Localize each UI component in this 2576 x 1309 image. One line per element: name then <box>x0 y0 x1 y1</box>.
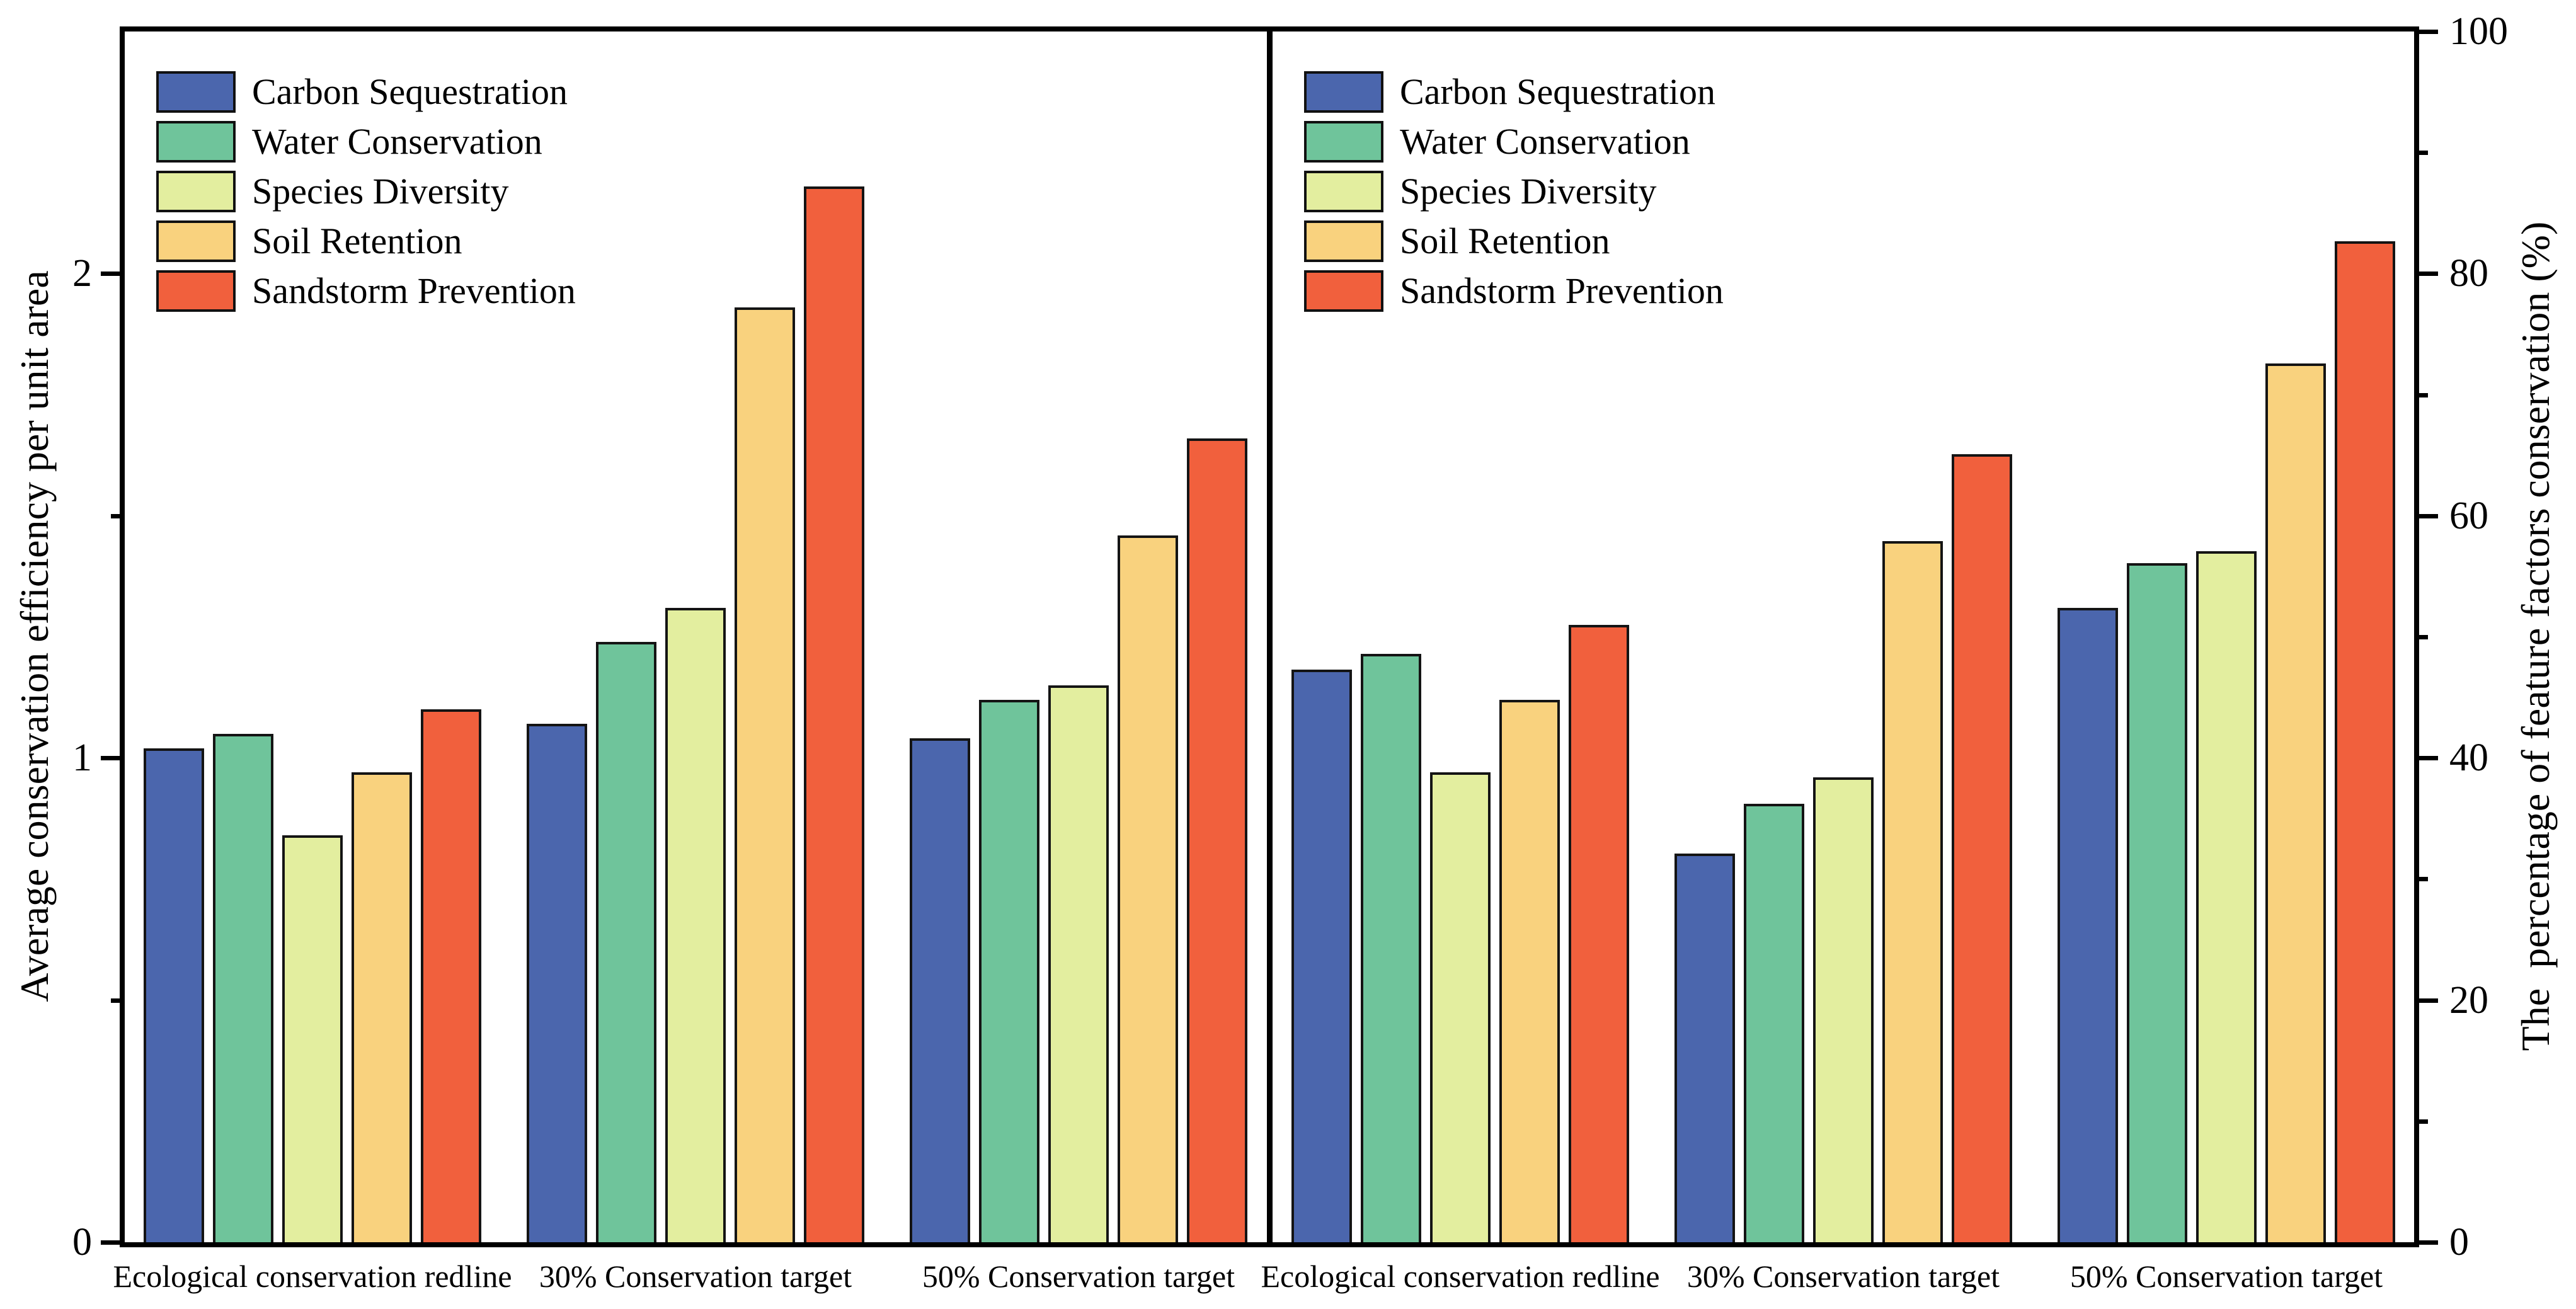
left-major-tick <box>101 756 125 761</box>
left-tick-label: 0 <box>72 1221 92 1264</box>
bar-right-sandstorm-prevention <box>2335 241 2395 1242</box>
bar-left-sandstorm-prevention <box>1187 438 1247 1242</box>
legend-label: Carbon Sequestration <box>252 71 568 112</box>
bar-left-water-conservation <box>979 699 1039 1242</box>
legend-item-carbon-sequestration: Carbon Sequestration <box>156 71 568 113</box>
left-tick-label: 2 <box>72 252 92 295</box>
bar-right-soil-retention <box>1499 699 1560 1242</box>
legend-item-water-conservation: Water Conservation <box>156 121 542 163</box>
left-y-axis-title: Average conservation efficiency per unit… <box>12 270 57 1002</box>
bar-left-water-conservation <box>213 733 273 1242</box>
right-tick-label: 40 <box>2449 736 2488 780</box>
bar-right-water-conservation <box>1361 653 1421 1242</box>
bar-right-carbon-sequestration <box>1674 854 1735 1242</box>
legend-item-soil-retention: Soil Retention <box>1304 220 1610 262</box>
x-tick-label: 50% Conservation target <box>922 1259 1235 1294</box>
right-minor-tick <box>2414 151 2428 156</box>
legend-swatch <box>1304 220 1383 262</box>
bar-left-species-diversity <box>282 835 343 1242</box>
bar-right-species-diversity <box>1430 772 1491 1242</box>
legend-swatch <box>156 220 236 262</box>
x-tick-label: 30% Conservation target <box>1686 1259 2000 1294</box>
legend-label: Soil Retention <box>1400 220 1610 261</box>
bar-right-species-diversity <box>1813 777 1874 1242</box>
bar-right-water-conservation <box>2127 563 2187 1242</box>
legend-swatch <box>156 121 236 163</box>
legend-swatch <box>1304 71 1383 113</box>
bar-left-soil-retention <box>1118 535 1178 1242</box>
right-minor-tick <box>2414 877 2428 882</box>
right-major-tick <box>2414 272 2438 277</box>
right-y-axis-title: The percentage of feature factors conser… <box>2513 221 2558 1051</box>
right-tick-label: 80 <box>2449 252 2488 295</box>
legend-item-carbon-sequestration: Carbon Sequestration <box>1304 71 1715 113</box>
right-major-tick <box>2414 1240 2438 1245</box>
bar-right-soil-retention <box>1882 541 1943 1242</box>
legend-label: Water Conservation <box>1400 121 1690 162</box>
x-tick-label: Ecological conservation redline <box>113 1259 512 1294</box>
bar-right-soil-retention <box>2265 363 2326 1242</box>
legend-label: Soil Retention <box>252 220 462 261</box>
bar-left-species-diversity <box>1048 685 1109 1242</box>
right-tick-label: 0 <box>2449 1221 2469 1264</box>
legend-label: Species Diversity <box>252 171 509 212</box>
right-major-tick <box>2414 30 2438 34</box>
bar-left-carbon-sequestration <box>527 724 587 1242</box>
legend-swatch <box>1304 121 1383 163</box>
bar-left-species-diversity <box>665 607 726 1242</box>
bar-left-soil-retention <box>735 307 795 1242</box>
bar-left-soil-retention <box>352 772 412 1242</box>
left-minor-tick <box>111 998 125 1003</box>
legend-swatch <box>1304 270 1383 312</box>
bar-right-sandstorm-prevention <box>1952 454 2012 1242</box>
legend-item-species-diversity: Species Diversity <box>156 171 509 212</box>
left-tick-label: 1 <box>72 736 92 780</box>
legend-label: Water Conservation <box>252 121 542 162</box>
right-major-tick <box>2414 756 2438 761</box>
legend-label: Sandstorm Prevention <box>252 270 576 311</box>
bar-right-species-diversity <box>2196 551 2257 1242</box>
legend-item-sandstorm-prevention: Sandstorm Prevention <box>156 270 576 312</box>
legend-label: Sandstorm Prevention <box>1400 270 1724 311</box>
bar-left-sandstorm-prevention <box>804 186 864 1242</box>
bar-right-carbon-sequestration <box>2058 607 2118 1242</box>
right-tick-label: 100 <box>2449 10 2508 53</box>
right-tick-label: 60 <box>2449 494 2488 537</box>
x-tick-label: Ecological conservation redline <box>1261 1259 1660 1294</box>
legend-label: Species Diversity <box>1400 171 1657 212</box>
legend-swatch <box>156 71 236 113</box>
right-major-tick <box>2414 998 2438 1003</box>
bar-right-water-conservation <box>1744 804 1804 1242</box>
legend-item-water-conservation: Water Conservation <box>1304 121 1690 163</box>
right-major-tick <box>2414 513 2438 518</box>
left-major-tick <box>101 1240 125 1245</box>
bar-left-sandstorm-prevention <box>421 709 481 1242</box>
bar-left-carbon-sequestration <box>910 738 970 1242</box>
bar-left-water-conservation <box>596 641 656 1242</box>
bar-right-sandstorm-prevention <box>1569 624 1629 1242</box>
right-minor-tick <box>2414 635 2428 639</box>
right-minor-tick <box>2414 1119 2428 1124</box>
legend-swatch <box>1304 171 1383 212</box>
right-minor-tick <box>2414 392 2428 397</box>
panel-divider <box>1267 31 1273 1242</box>
legend-label: Carbon Sequestration <box>1400 71 1715 112</box>
legend-swatch <box>156 270 236 312</box>
bar-right-carbon-sequestration <box>1291 669 1352 1242</box>
legend-item-soil-retention: Soil Retention <box>156 220 462 262</box>
left-minor-tick <box>111 513 125 518</box>
x-tick-label: 50% Conservation target <box>2069 1259 2383 1294</box>
x-tick-label: 30% Conservation target <box>539 1259 852 1294</box>
legend-swatch <box>156 171 236 212</box>
left-major-tick <box>101 272 125 277</box>
legend-item-sandstorm-prevention: Sandstorm Prevention <box>1304 270 1724 312</box>
legend-item-species-diversity: Species Diversity <box>1304 171 1657 212</box>
bar-left-carbon-sequestration <box>144 748 204 1242</box>
right-tick-label: 20 <box>2449 978 2488 1022</box>
